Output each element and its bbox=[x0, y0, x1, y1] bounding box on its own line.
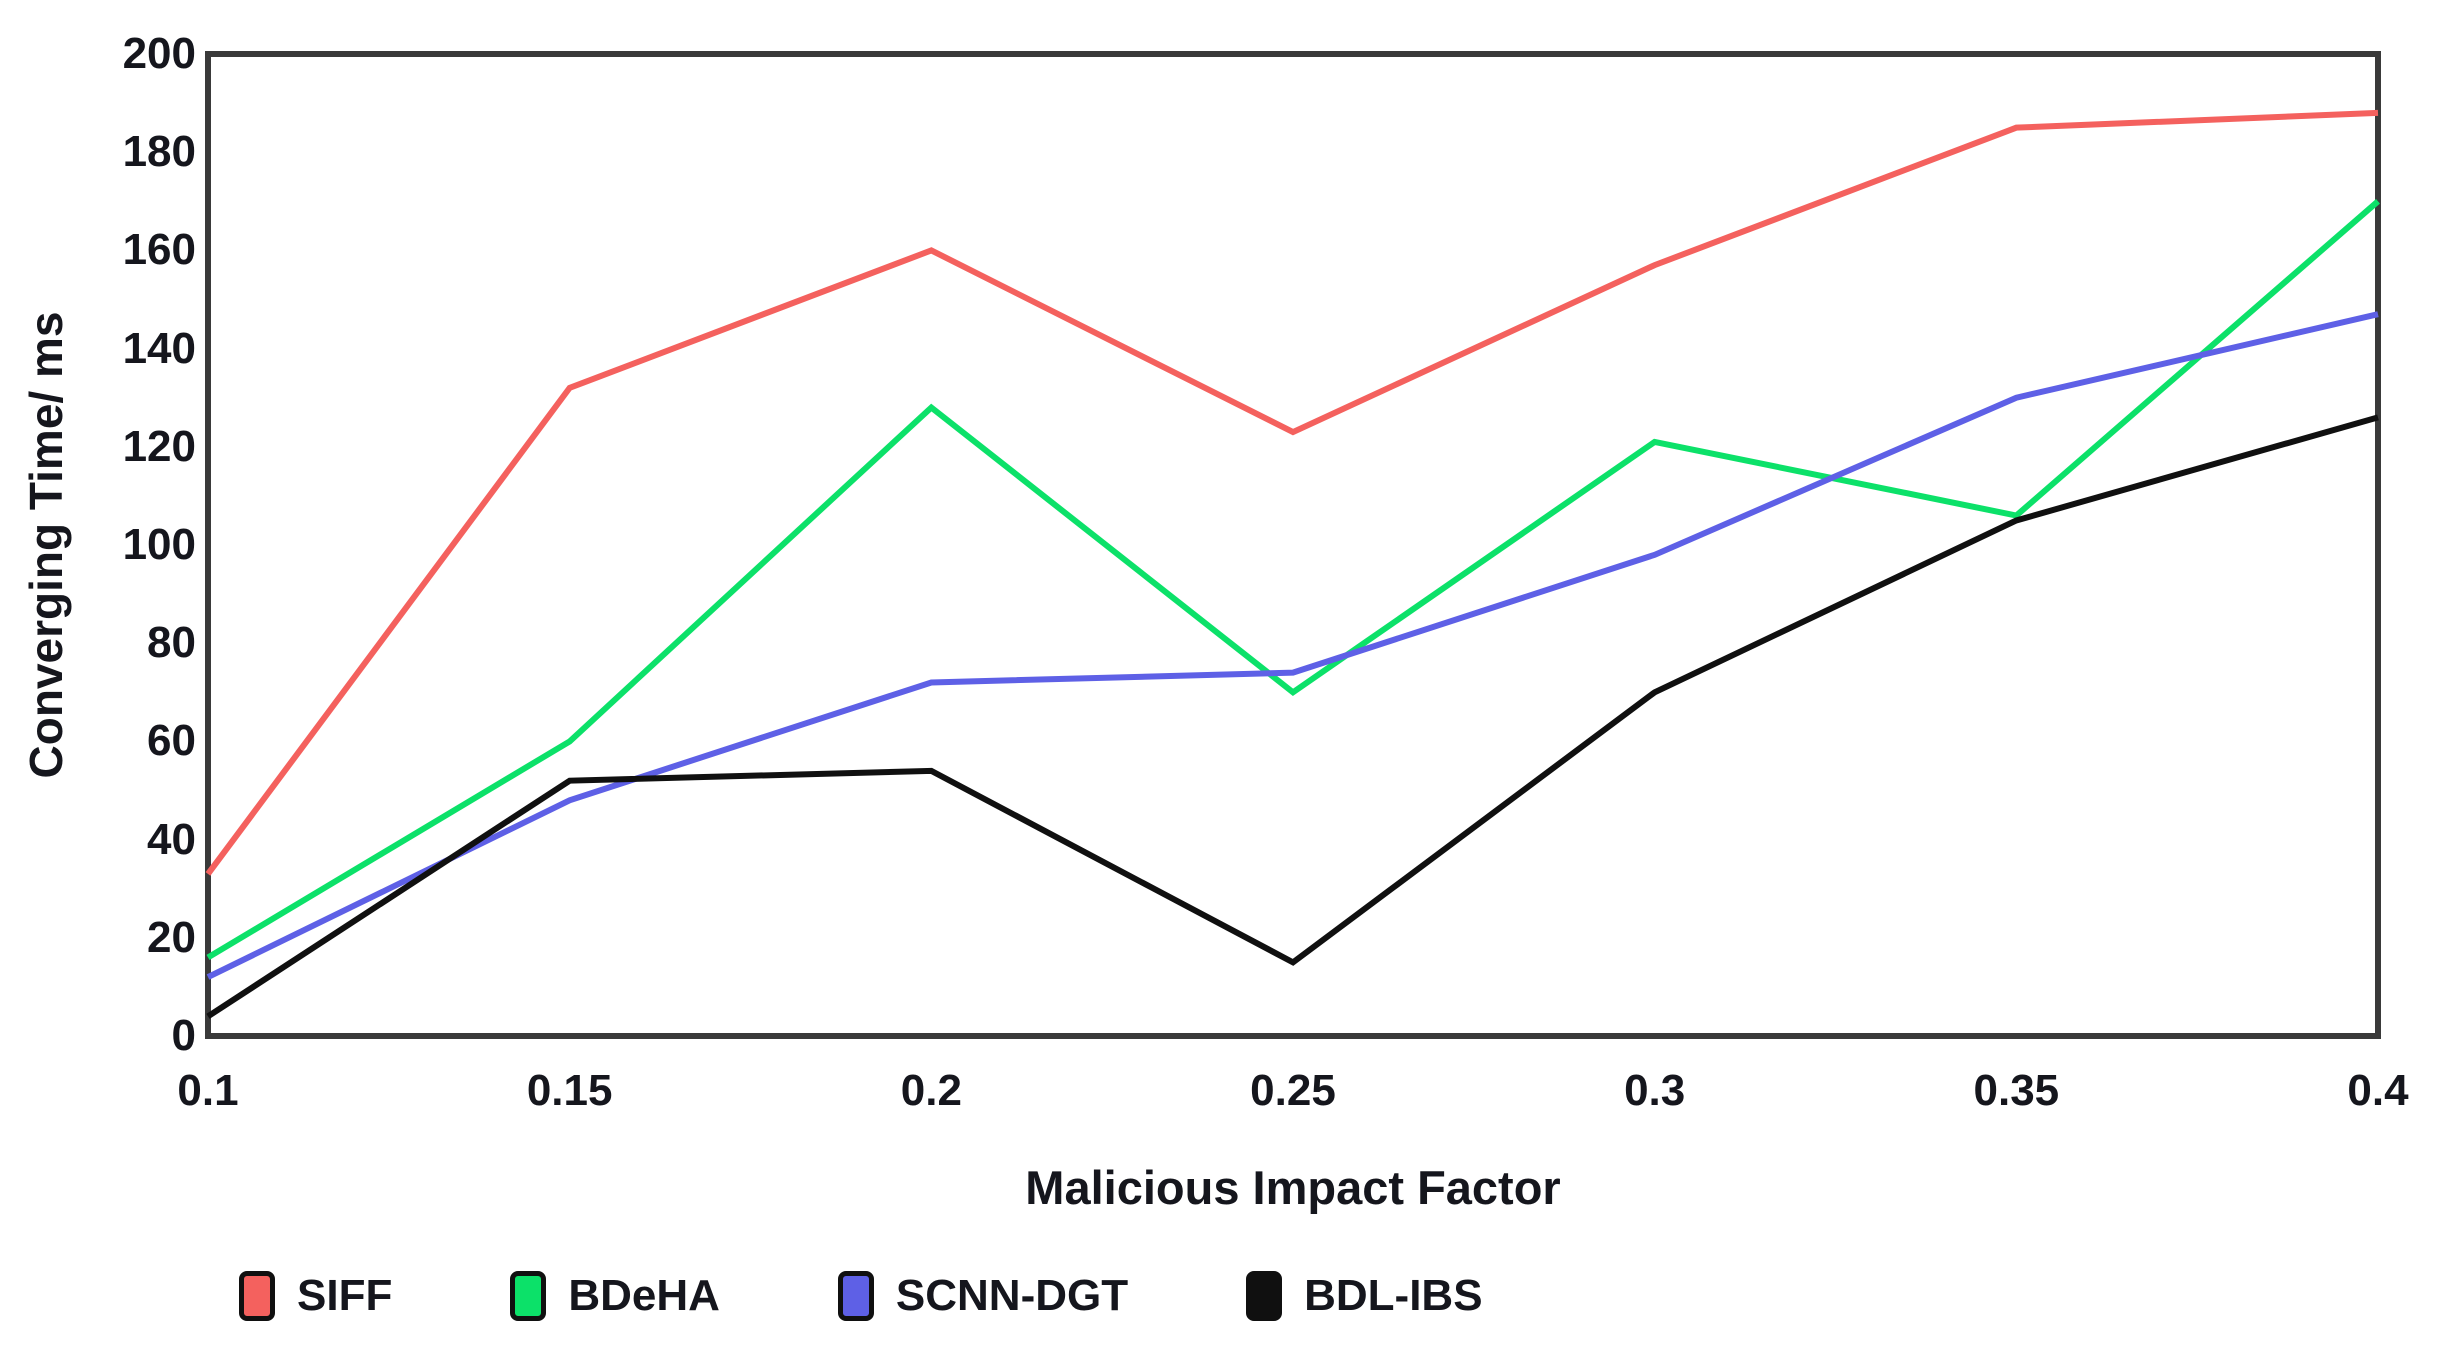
legend-label: BDeHA bbox=[568, 1271, 720, 1320]
legend-swatch-icon bbox=[510, 1271, 547, 1321]
plot-frame bbox=[205, 51, 2381, 1039]
legend-item-bdeha: BDeHA bbox=[510, 1271, 720, 1321]
series-line-siff bbox=[205, 109, 2379, 876]
legend-swatch-icon bbox=[837, 1271, 874, 1321]
series-line-scnn-dgt bbox=[206, 311, 2379, 980]
legend-item-siff: SIFF bbox=[239, 1271, 392, 1321]
series-line-bdl-ibs bbox=[206, 414, 2379, 1019]
y-axis-title: Converging Time/ ms bbox=[20, 311, 72, 779]
legend-label: BDL-IBS bbox=[1304, 1271, 1483, 1320]
legend-item-bdl-ibs: BDL-IBS bbox=[1246, 1271, 1483, 1321]
chart-legend: SIFF BDeHA SCNN-DGT BDL-IBS bbox=[239, 1271, 1483, 1321]
legend-item-scnn-dgt: SCNN-DGT bbox=[837, 1271, 1129, 1321]
series-line-bdeha bbox=[206, 199, 2380, 961]
legend-label: SIFF bbox=[297, 1271, 393, 1320]
legend-label: SCNN-DGT bbox=[895, 1271, 1129, 1320]
legend-swatch-icon bbox=[239, 1271, 275, 1321]
x-axis-title: Malicious Impact Factor bbox=[1025, 1161, 1561, 1214]
legend-swatch-icon bbox=[1246, 1271, 1283, 1321]
